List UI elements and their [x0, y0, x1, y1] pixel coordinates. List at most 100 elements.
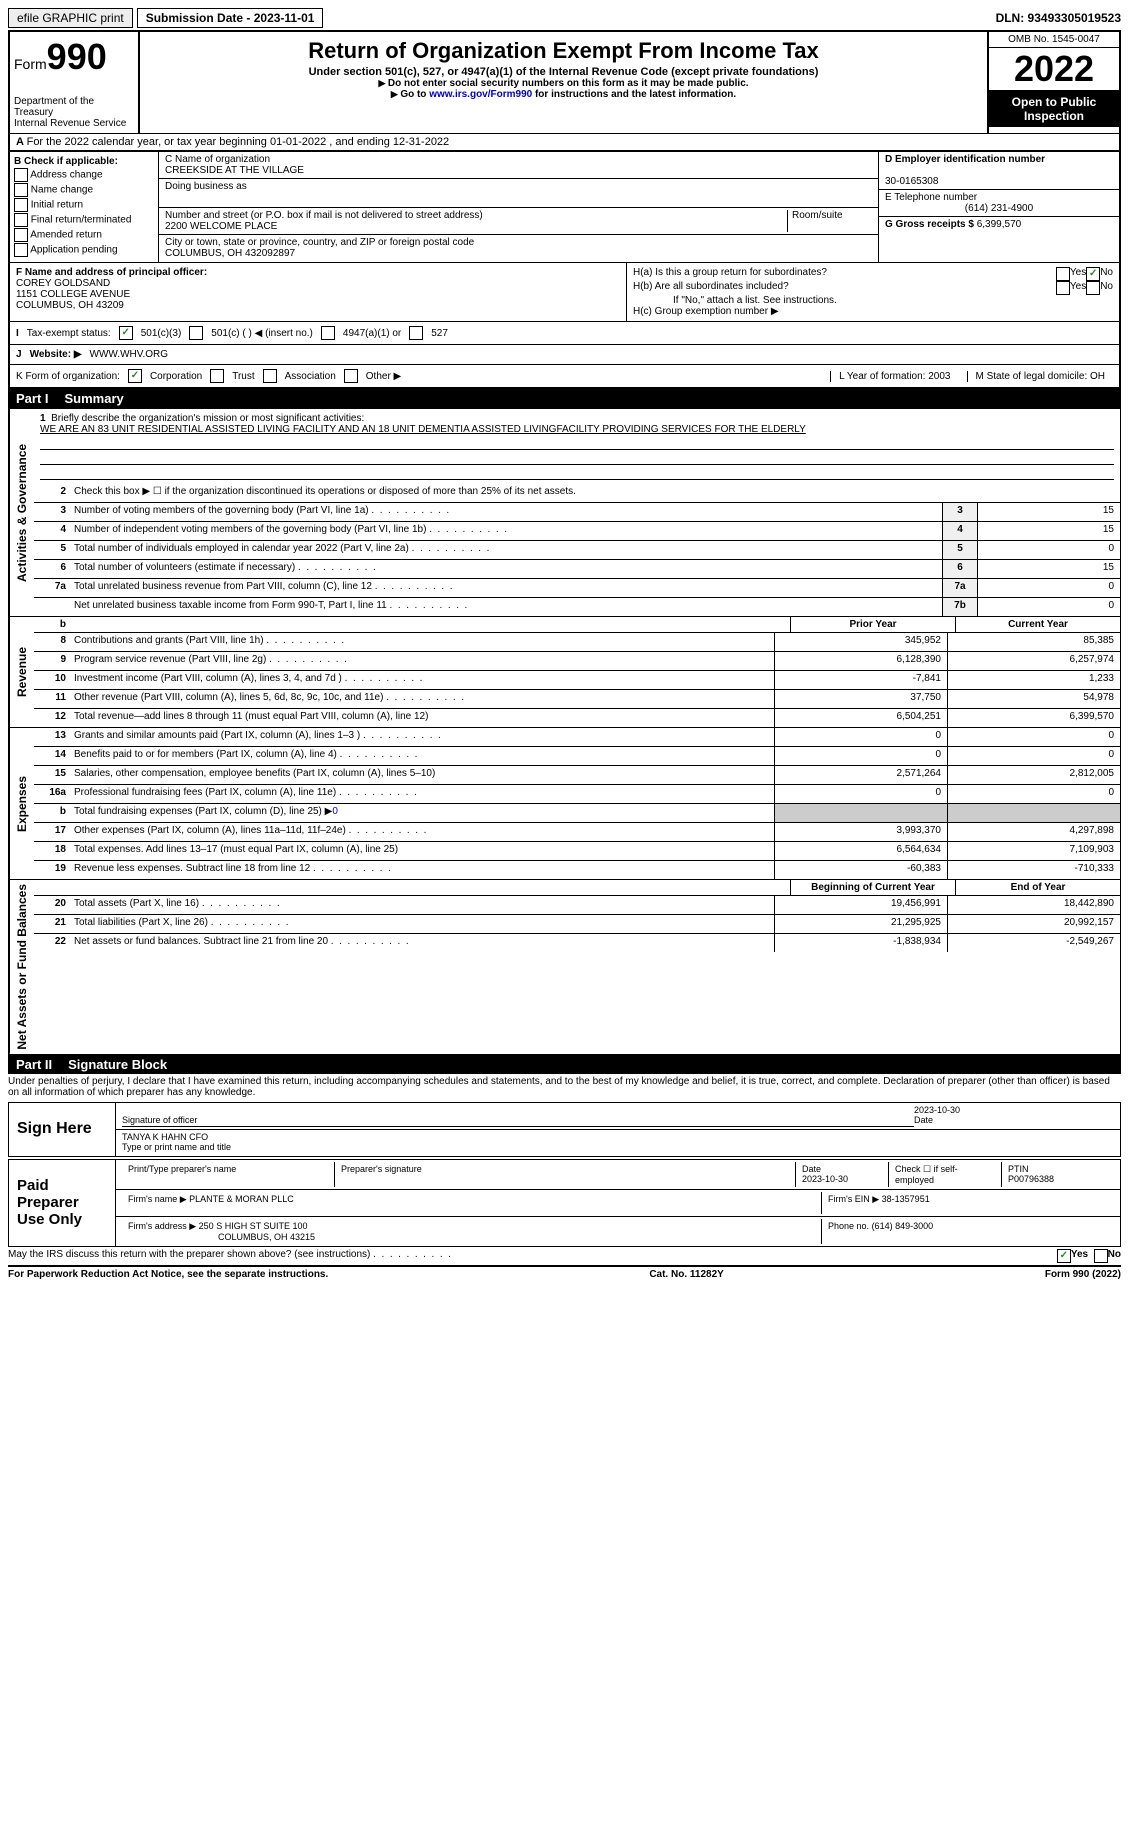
- l8-curr: 85,385: [947, 633, 1120, 651]
- l22-end: -2,549,267: [947, 934, 1120, 952]
- firm-phone: (614) 849-3000: [872, 1221, 934, 1231]
- box-d: D Employer identification number30-01653…: [879, 152, 1119, 262]
- l17-curr: 4,297,898: [947, 823, 1120, 841]
- val-3: 15: [977, 503, 1120, 521]
- org-address: 2200 WELCOME PLACE: [165, 221, 277, 232]
- rev-sidelabel: Revenue: [9, 617, 34, 727]
- paid-preparer-label: Paid Preparer Use Only: [9, 1160, 116, 1246]
- ha-no-check: [1086, 267, 1100, 281]
- irs-link[interactable]: www.irs.gov/Form990: [429, 89, 532, 100]
- firm-ein: 38-1357951: [882, 1194, 930, 1204]
- box-c: C Name of organizationCREEKSIDE AT THE V…: [159, 152, 879, 262]
- phone: (614) 231-4900: [885, 203, 1113, 214]
- val-5: 0: [977, 541, 1120, 559]
- l21-end: 20,992,157: [947, 915, 1120, 933]
- part2-header: Part II Signature Block: [8, 1055, 1121, 1074]
- state-domicile: M State of legal domicile: OH: [967, 371, 1114, 382]
- revenue-section: Revenue bPrior YearCurrent Year 8Contrib…: [8, 617, 1121, 728]
- box-h: H(a) Is this a group return for subordin…: [627, 263, 1119, 321]
- l13-curr: 0: [947, 728, 1120, 746]
- omb-number: OMB No. 1545-0047: [989, 32, 1119, 48]
- dln: DLN: 93493305019523: [996, 11, 1121, 25]
- l19-curr: -710,333: [947, 861, 1120, 879]
- l15-curr: 2,812,005: [947, 766, 1120, 784]
- l15-prior: 2,571,264: [774, 766, 947, 784]
- year-formation: L Year of formation: 2003: [830, 371, 958, 382]
- mission-text: WE ARE AN 83 UNIT RESIDENTIAL ASSISTED L…: [40, 424, 806, 435]
- ptin: P00796388: [1008, 1174, 1054, 1184]
- discuss-row: May the IRS discuss this return with the…: [8, 1247, 1121, 1267]
- val-4: 15: [977, 522, 1120, 540]
- l20-end: 18,442,890: [947, 896, 1120, 914]
- l17-prior: 3,993,370: [774, 823, 947, 841]
- l14-curr: 0: [947, 747, 1120, 765]
- discuss-yes: [1057, 1249, 1071, 1263]
- l18-prior: 6,564,634: [774, 842, 947, 860]
- penalties-text: Under penalties of perjury, I declare th…: [8, 1074, 1121, 1100]
- corp-check: [128, 369, 142, 383]
- net-sidelabel: Net Assets or Fund Balances: [9, 880, 34, 1054]
- val-6: 15: [977, 560, 1120, 578]
- l11-prior: 37,750: [774, 690, 947, 708]
- val-7b: 0: [977, 598, 1120, 616]
- section-bcd: B Check if applicable: Address change Na…: [8, 150, 1121, 262]
- l21-beg: 21,295,925: [774, 915, 947, 933]
- efile-button[interactable]: efile GRAPHIC print: [8, 8, 133, 28]
- l9-curr: 6,257,974: [947, 652, 1120, 670]
- officer-name: COREY GOLDSAND: [16, 278, 110, 289]
- part1-header: Part I Summary: [8, 389, 1121, 408]
- sign-here-label: Sign Here: [9, 1103, 116, 1156]
- note-link: Go to www.irs.gov/Form990 for instructio…: [148, 89, 979, 100]
- row-i: I Tax-exempt status: 501(c)(3) 501(c) ( …: [8, 321, 1121, 344]
- sign-date: 2023-10-30: [914, 1105, 960, 1115]
- form-number: Form990: [14, 36, 134, 78]
- box-b: B Check if applicable: Address change Na…: [10, 152, 159, 262]
- form-header: Form990 Department of the Treasury Inter…: [8, 30, 1121, 133]
- website: WWW.WHV.ORG: [90, 349, 169, 360]
- row-j: J Website: ▶ WWW.WHV.ORG: [8, 344, 1121, 364]
- l16b-link[interactable]: 0: [332, 806, 338, 817]
- l13-prior: 0: [774, 728, 947, 746]
- l11-curr: 54,978: [947, 690, 1120, 708]
- org-city: COLUMBUS, OH 432092897: [165, 248, 295, 259]
- activities-governance: Activities & Governance 1 Briefly descri…: [8, 408, 1121, 617]
- page-footer: For Paperwork Reduction Act Notice, see …: [8, 1267, 1121, 1282]
- expenses-section: Expenses 13Grants and similar amounts pa…: [8, 728, 1121, 880]
- dept-treasury: Department of the Treasury: [14, 96, 134, 118]
- l12-curr: 6,399,570: [947, 709, 1120, 727]
- l10-prior: -7,841: [774, 671, 947, 689]
- officer-name-title: TANYA K HAHN CFO: [122, 1132, 208, 1142]
- box-f: F Name and address of principal officer:…: [10, 263, 627, 321]
- top-bar: efile GRAPHIC print Submission Date - 20…: [8, 8, 1121, 28]
- line-a: A For the 2022 calendar year, or tax yea…: [8, 133, 1121, 150]
- val-7a: 0: [977, 579, 1120, 597]
- l16a-prior: 0: [774, 785, 947, 803]
- l9-prior: 6,128,390: [774, 652, 947, 670]
- firm-name: PLANTE & MORAN PLLC: [189, 1194, 294, 1204]
- prep-date: 2023-10-30: [802, 1174, 848, 1184]
- gov-sidelabel: Activities & Governance: [9, 409, 34, 616]
- row-k: K Form of organization: Corporation Trus…: [8, 364, 1121, 389]
- open-inspection: Open to Public Inspection: [989, 91, 1119, 127]
- l22-beg: -1,838,934: [774, 934, 947, 952]
- sign-here-block: Sign Here Signature of officer 2023-10-3…: [8, 1102, 1121, 1157]
- paid-preparer-block: Paid Preparer Use Only Print/Type prepar…: [8, 1159, 1121, 1247]
- netassets-section: Net Assets or Fund Balances Beginning of…: [8, 880, 1121, 1055]
- l8-prior: 345,952: [774, 633, 947, 651]
- form-subtitle: Under section 501(c), 527, or 4947(a)(1)…: [148, 66, 979, 78]
- 501c3-check: [119, 326, 133, 340]
- tax-year: 2022: [989, 48, 1119, 91]
- l12-prior: 6,504,251: [774, 709, 947, 727]
- l20-beg: 19,456,991: [774, 896, 947, 914]
- l18-curr: 7,109,903: [947, 842, 1120, 860]
- ein: 30-0165308: [885, 176, 938, 187]
- org-name: CREEKSIDE AT THE VILLAGE: [165, 165, 304, 176]
- irs-label: Internal Revenue Service: [14, 118, 134, 129]
- submission-date: Submission Date - 2023-11-01: [137, 8, 324, 28]
- gross-receipts: 6,399,570: [977, 219, 1022, 230]
- l10-curr: 1,233: [947, 671, 1120, 689]
- l14-prior: 0: [774, 747, 947, 765]
- exp-sidelabel: Expenses: [9, 728, 34, 879]
- l16a-curr: 0: [947, 785, 1120, 803]
- l19-prior: -60,383: [774, 861, 947, 879]
